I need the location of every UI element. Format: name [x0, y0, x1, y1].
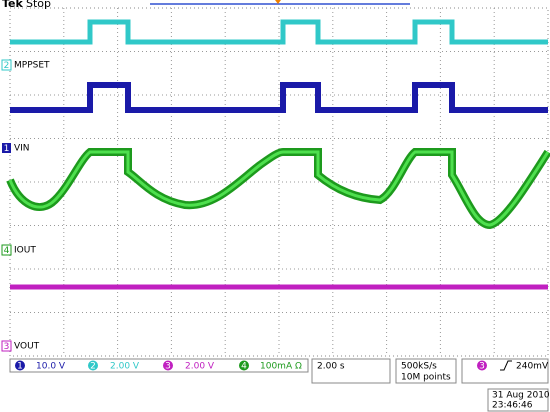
ch2-badge — [88, 360, 98, 371]
ch3-marker — [1, 340, 12, 352]
trigger-position — [275, 0, 281, 4]
sample-rate: 500kS/s — [401, 362, 437, 372]
channel-readouts — [9, 358, 309, 373]
timebase-box — [311, 358, 391, 384]
ch1-trace — [10, 82, 548, 113]
ch3-number: 3 — [4, 342, 10, 352]
ch3-badge-number: 3 — [165, 362, 171, 372]
ch3-badge — [163, 360, 173, 371]
date: 31 Aug 2010 — [492, 391, 550, 401]
trigger-level: 240mV — [516, 362, 549, 372]
brand: Tek — [2, 0, 24, 10]
ch3-label: VOUT — [14, 342, 40, 352]
ch3-scale: 2.00 V — [185, 362, 215, 372]
ch1-badge — [15, 360, 25, 371]
ch2-badge-number: 2 — [90, 362, 96, 372]
ch2-label: MPPSET — [14, 61, 50, 71]
timestamp-box — [487, 388, 549, 412]
trigger-channel: 3 — [479, 362, 485, 372]
acquisition-box — [395, 358, 457, 384]
ch2-number: 2 — [4, 61, 10, 71]
ch1-number: 1 — [4, 144, 10, 154]
ch1-label: VIN — [14, 144, 30, 154]
ch2-scale: 2.00 V — [110, 362, 140, 372]
trigger-slope — [500, 360, 512, 371]
record-length: 10M points — [401, 373, 451, 383]
ch4-trace-core — [8, 150, 550, 227]
ch4-scale: 100mA Ω — [260, 362, 302, 372]
ch4-badge — [239, 360, 249, 371]
ch2-marker — [1, 59, 12, 71]
timebase: 2.00 s — [317, 362, 345, 372]
ch1-marker — [2, 143, 11, 153]
ch4-marker — [1, 244, 12, 256]
ch4-badge-number: 4 — [241, 362, 247, 372]
ch1-badge-number: 1 — [17, 362, 23, 372]
time: 23:46:46 — [492, 401, 533, 411]
ch4-label: IOUT — [14, 246, 36, 256]
trigger-box — [461, 358, 549, 384]
graticule — [9, 7, 549, 357]
ch4-number: 4 — [4, 246, 10, 256]
ch1-scale: 10.0 V — [36, 362, 66, 372]
status: Stop — [26, 0, 51, 10]
ch2-trace — [10, 19, 548, 45]
trigger-badge — [477, 360, 487, 371]
